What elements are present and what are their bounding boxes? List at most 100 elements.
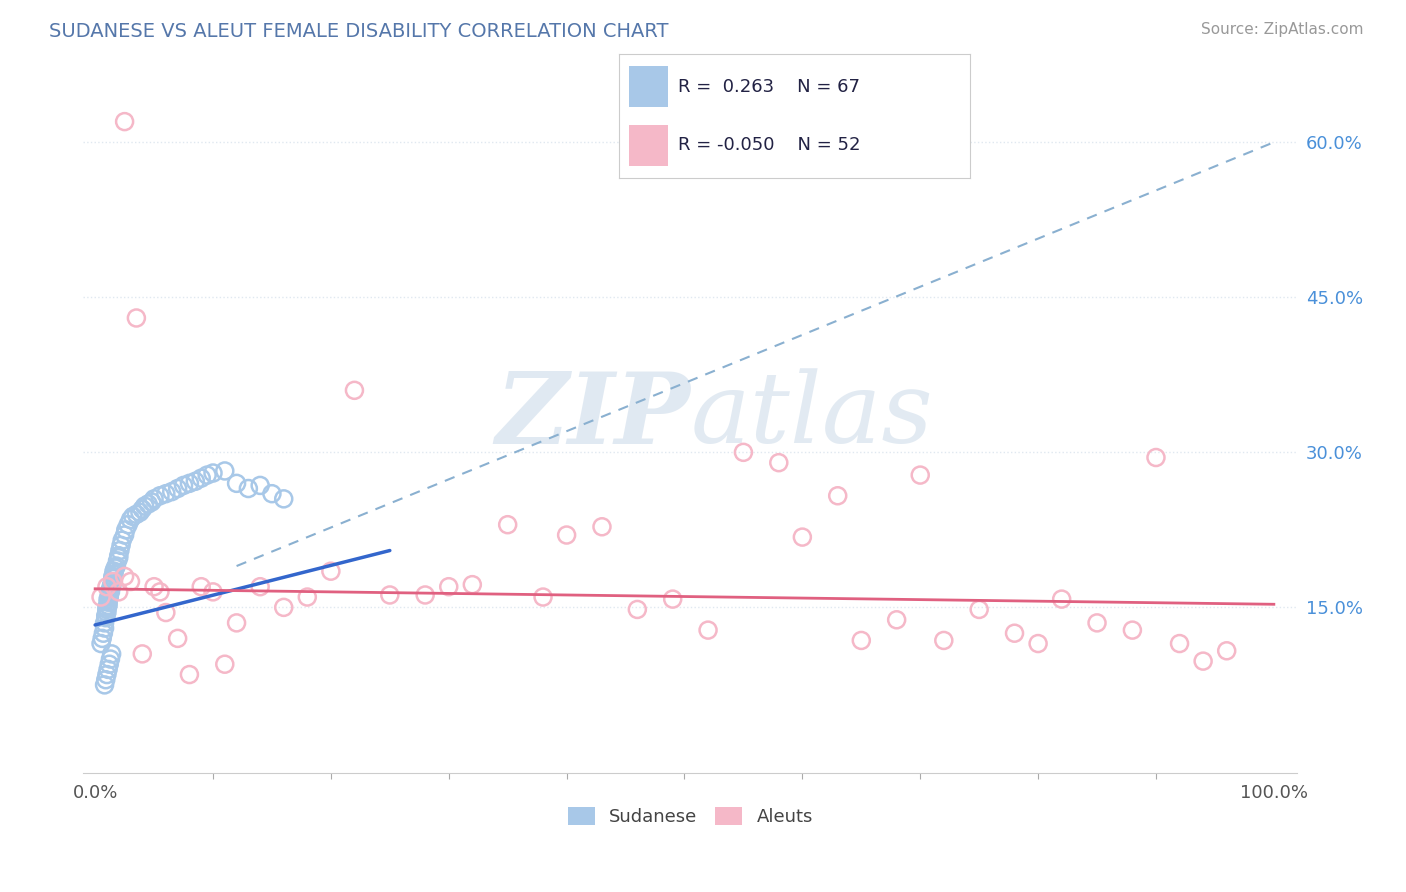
Point [827,489,849,503]
Point [166,632,188,646]
Point [97,595,120,609]
Point [103,564,125,578]
Point [93,621,115,635]
Point [555,528,578,542]
Point [851,633,873,648]
Point [661,592,683,607]
Point [94,608,117,623]
Point [120,574,142,589]
Point [114,114,136,128]
Point [111,533,134,548]
Text: R =  0.263    N = 67: R = 0.263 N = 67 [678,78,860,95]
Point [297,590,319,604]
Point [100,585,122,599]
Point [273,600,295,615]
Point [120,512,142,526]
Point [96,580,118,594]
Point [1026,636,1049,650]
Point [143,580,166,594]
Point [179,476,201,491]
Point [260,486,283,500]
Point [531,590,554,604]
Point [100,582,122,596]
Point [97,592,120,607]
Point [768,456,790,470]
Point [155,486,177,500]
Point [107,554,129,568]
Point [225,476,247,491]
Point [273,491,295,506]
Point [149,489,172,503]
Point [101,569,124,583]
Point [319,564,342,578]
Bar [630,125,668,166]
Point [97,662,120,676]
Point [108,543,131,558]
Point [910,468,932,483]
Point [1085,615,1108,630]
Point [114,523,136,537]
Point [155,606,177,620]
Point [1050,592,1073,607]
Point [94,673,117,687]
Point [93,615,115,630]
Point [626,602,648,616]
Point [96,606,118,620]
Point [1168,636,1191,650]
Point [179,667,201,681]
Point [496,517,519,532]
Point [461,577,484,591]
Text: Source: ZipAtlas.com: Source: ZipAtlas.com [1201,22,1364,37]
Point [93,678,115,692]
Point [100,647,122,661]
Point [238,482,260,496]
Point [100,577,122,591]
Point [249,580,271,594]
Point [967,602,990,616]
Text: atlas: atlas [690,368,934,464]
Point [134,499,156,513]
Point [93,626,115,640]
Text: SUDANESE VS ALEUT FEMALE DISABILITY CORRELATION CHART: SUDANESE VS ALEUT FEMALE DISABILITY CORR… [49,22,669,41]
Point [104,561,127,575]
Point [1215,644,1237,658]
Point [141,495,163,509]
Point [886,613,908,627]
Point [697,623,720,637]
Text: ZIP: ZIP [495,368,690,465]
Point [114,528,136,542]
Point [149,585,172,599]
Point [101,571,124,585]
Point [1004,626,1026,640]
Point [214,657,236,672]
Point [343,384,366,398]
Point [143,491,166,506]
Point [160,484,183,499]
Point [214,464,236,478]
Point [249,478,271,492]
Point [190,580,212,594]
Point [131,502,153,516]
Point [96,600,118,615]
Point [107,550,129,565]
Point [110,538,132,552]
Point [101,574,124,589]
Point [91,632,114,646]
Point [184,475,207,489]
Point [173,478,195,492]
Point [125,310,148,325]
Point [225,615,247,630]
Point [98,590,121,604]
Point [117,517,139,532]
Point [201,466,224,480]
Point [125,508,148,522]
Text: R = -0.050    N = 52: R = -0.050 N = 52 [678,136,860,154]
Point [94,611,117,625]
Point [190,471,212,485]
Point [733,445,755,459]
Point [100,652,122,666]
Point [131,647,153,661]
Point [195,468,218,483]
Point [98,588,121,602]
Point [101,574,124,589]
